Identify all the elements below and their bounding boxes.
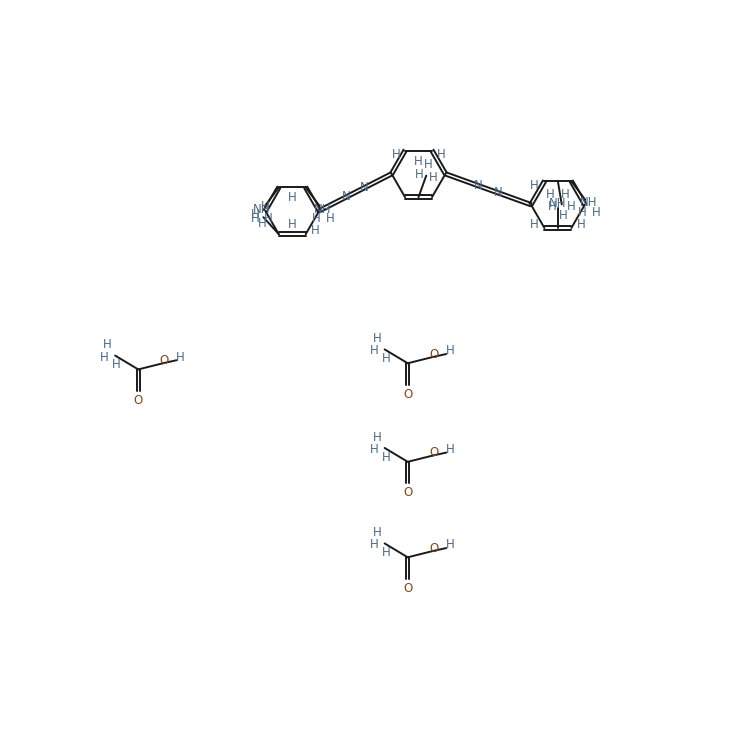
Text: H: H [251, 212, 260, 225]
Text: H: H [446, 345, 454, 358]
Text: H: H [414, 155, 423, 168]
Text: H: H [415, 168, 424, 180]
Text: H: H [437, 148, 446, 161]
Text: H: H [369, 345, 378, 358]
Text: N: N [342, 191, 351, 203]
Text: H: H [310, 224, 319, 237]
Text: H: H [429, 171, 437, 184]
Text: H: H [369, 539, 378, 551]
Text: O: O [429, 347, 438, 361]
Text: H: H [100, 350, 109, 364]
Text: H: H [373, 431, 382, 444]
Text: N: N [473, 179, 482, 192]
Text: H: H [326, 212, 335, 225]
Text: H: H [546, 188, 555, 201]
Text: H: H [382, 546, 390, 559]
Text: H: H [373, 526, 382, 539]
Text: H: H [176, 350, 185, 364]
Text: O: O [403, 486, 413, 499]
Text: O: O [134, 393, 143, 407]
Text: H: H [288, 218, 297, 231]
Text: NH: NH [580, 196, 597, 210]
Text: NH: NH [253, 202, 271, 215]
Text: O: O [403, 582, 413, 595]
Text: H: H [530, 179, 539, 192]
Text: H: H [562, 188, 570, 201]
Text: O: O [429, 542, 438, 555]
Text: H: H [103, 338, 112, 351]
Text: O: O [429, 446, 438, 459]
Text: H: H [577, 218, 586, 231]
Text: H: H [424, 158, 432, 172]
Text: H: H [264, 212, 272, 225]
Text: N: N [494, 186, 503, 199]
Text: N: N [360, 181, 368, 194]
Text: H: H [592, 206, 600, 218]
Text: H: H [251, 208, 260, 221]
Text: H: H [382, 352, 390, 365]
Text: H: H [112, 358, 121, 372]
Text: NH: NH [549, 197, 567, 210]
Text: H: H [559, 209, 567, 222]
Text: H: H [261, 200, 269, 213]
Text: H: H [530, 218, 539, 231]
Text: O: O [403, 388, 413, 401]
Text: H: H [373, 332, 382, 345]
Text: NH: NH [314, 202, 332, 215]
Text: H: H [382, 450, 390, 464]
Text: H: H [567, 200, 575, 213]
Text: H: H [312, 212, 321, 225]
Text: H: H [258, 217, 266, 230]
Text: H: H [446, 443, 454, 456]
Text: H: H [391, 148, 400, 161]
Text: H: H [446, 539, 454, 551]
Text: H: H [288, 191, 297, 204]
Text: O: O [160, 353, 169, 366]
Text: H: H [578, 206, 586, 218]
Text: H: H [548, 200, 557, 213]
Text: H: H [369, 443, 378, 456]
